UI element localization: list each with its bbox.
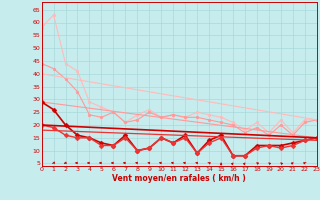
X-axis label: Vent moyen/en rafales ( km/h ): Vent moyen/en rafales ( km/h ) bbox=[112, 174, 246, 183]
